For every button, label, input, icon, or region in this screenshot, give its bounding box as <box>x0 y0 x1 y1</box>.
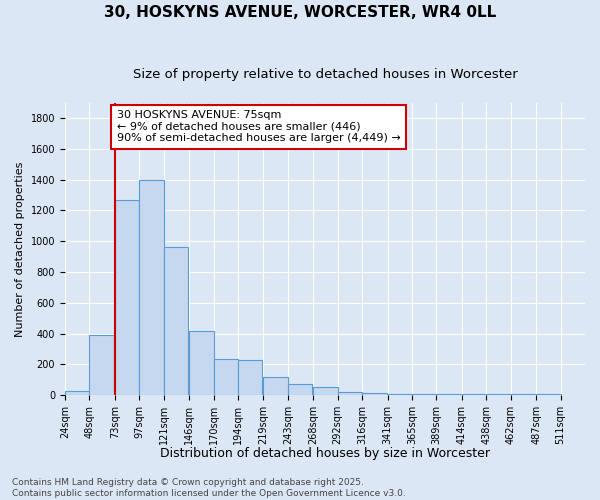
Y-axis label: Number of detached properties: Number of detached properties <box>15 161 25 336</box>
Bar <box>115 200 139 395</box>
Bar <box>313 388 338 395</box>
Title: Size of property relative to detached houses in Worcester: Size of property relative to detached ho… <box>133 68 517 80</box>
Bar <box>65 392 89 395</box>
Bar <box>164 248 188 395</box>
Bar <box>536 394 560 395</box>
Bar <box>214 359 238 395</box>
Bar <box>388 394 412 395</box>
Bar <box>412 394 436 395</box>
Bar <box>139 180 164 395</box>
Bar <box>338 392 362 395</box>
Bar <box>362 393 386 395</box>
Bar <box>486 394 511 395</box>
Text: Contains HM Land Registry data © Crown copyright and database right 2025.
Contai: Contains HM Land Registry data © Crown c… <box>12 478 406 498</box>
Text: 30, HOSKYNS AVENUE, WORCESTER, WR4 0LL: 30, HOSKYNS AVENUE, WORCESTER, WR4 0LL <box>104 5 496 20</box>
Bar <box>89 335 114 395</box>
Bar <box>511 394 535 395</box>
Bar <box>238 360 262 395</box>
Text: 30 HOSKYNS AVENUE: 75sqm
← 9% of detached houses are smaller (446)
90% of semi-d: 30 HOSKYNS AVENUE: 75sqm ← 9% of detache… <box>117 110 401 144</box>
Bar <box>263 376 288 395</box>
Bar <box>436 394 461 395</box>
X-axis label: Distribution of detached houses by size in Worcester: Distribution of detached houses by size … <box>160 447 490 460</box>
Bar <box>462 394 486 395</box>
Bar <box>288 384 312 395</box>
Bar <box>189 331 214 395</box>
